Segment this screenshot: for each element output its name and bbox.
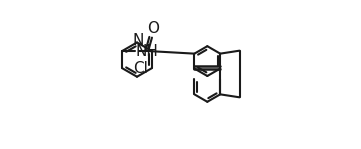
Text: NH: NH — [136, 44, 158, 59]
Text: Cl: Cl — [133, 61, 148, 76]
Text: N: N — [132, 34, 143, 48]
Text: O: O — [147, 21, 160, 36]
